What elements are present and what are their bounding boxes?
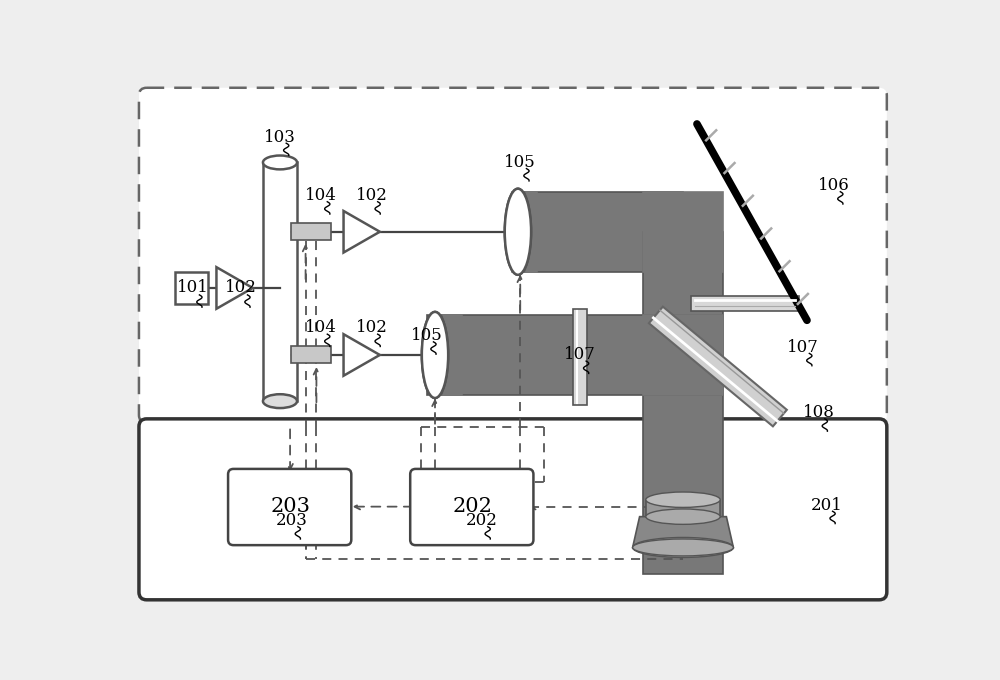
Text: 202: 202 <box>466 512 497 529</box>
Text: 101: 101 <box>177 279 209 296</box>
Ellipse shape <box>422 312 448 398</box>
Polygon shape <box>344 211 380 252</box>
Text: 203: 203 <box>270 497 310 516</box>
Polygon shape <box>263 163 297 401</box>
Ellipse shape <box>646 509 720 524</box>
Ellipse shape <box>437 315 445 395</box>
Ellipse shape <box>505 189 531 275</box>
Ellipse shape <box>263 156 297 169</box>
Ellipse shape <box>505 189 531 275</box>
Polygon shape <box>633 517 733 547</box>
Polygon shape <box>512 192 537 272</box>
Polygon shape <box>691 296 799 311</box>
Text: 104: 104 <box>305 320 337 337</box>
Ellipse shape <box>520 192 528 272</box>
Ellipse shape <box>633 537 733 558</box>
Text: 107: 107 <box>564 346 596 363</box>
Text: 203: 203 <box>276 512 308 529</box>
Bar <box>175 272 208 304</box>
Polygon shape <box>429 315 462 395</box>
Bar <box>291 223 331 240</box>
Text: 202: 202 <box>452 497 492 516</box>
Polygon shape <box>643 192 723 272</box>
Polygon shape <box>216 267 253 309</box>
FancyBboxPatch shape <box>139 419 887 600</box>
Polygon shape <box>427 315 723 395</box>
Text: 106: 106 <box>818 177 850 194</box>
Ellipse shape <box>633 539 733 556</box>
Text: 201: 201 <box>810 496 842 513</box>
Text: 105: 105 <box>504 154 536 171</box>
Text: 104: 104 <box>305 187 337 204</box>
Polygon shape <box>646 500 720 517</box>
Text: 102: 102 <box>225 279 257 296</box>
Ellipse shape <box>422 312 448 398</box>
FancyBboxPatch shape <box>228 469 351 545</box>
Text: 105: 105 <box>411 327 443 344</box>
Polygon shape <box>512 192 683 272</box>
FancyBboxPatch shape <box>410 469 533 545</box>
Polygon shape <box>573 309 587 405</box>
Polygon shape <box>643 232 723 575</box>
FancyBboxPatch shape <box>139 88 887 423</box>
Polygon shape <box>344 334 380 376</box>
Ellipse shape <box>263 394 297 408</box>
Text: 102: 102 <box>356 187 387 204</box>
Ellipse shape <box>646 492 720 507</box>
Bar <box>291 347 331 363</box>
Text: 103: 103 <box>264 129 296 146</box>
Text: 108: 108 <box>803 404 835 421</box>
Text: 107: 107 <box>787 339 819 356</box>
Polygon shape <box>643 315 723 395</box>
Text: 102: 102 <box>356 320 387 337</box>
Polygon shape <box>649 307 787 426</box>
